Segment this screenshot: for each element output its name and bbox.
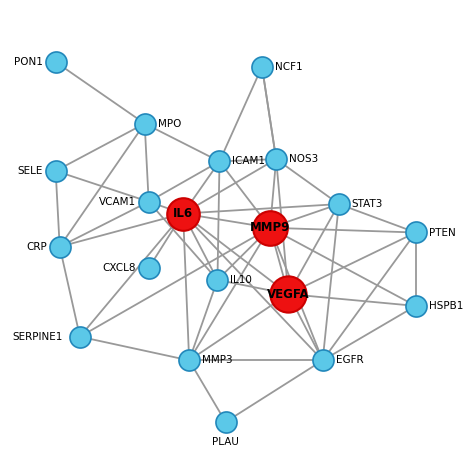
Point [76,333,84,340]
Point [214,276,221,284]
Text: HSPB1: HSPB1 [428,301,463,311]
Text: SERPINE1: SERPINE1 [12,332,63,342]
Point [145,264,153,272]
Text: CXCL8: CXCL8 [102,263,136,273]
Point [185,357,193,364]
Text: NCF1: NCF1 [275,62,302,72]
Text: NOS3: NOS3 [289,154,319,164]
Point [412,302,419,310]
Point [141,120,148,127]
Point [319,357,327,364]
Text: IL6: IL6 [173,207,193,220]
Text: PLAU: PLAU [212,437,239,447]
Point [335,200,343,208]
Text: VEGFA: VEGFA [267,287,310,300]
Point [273,155,280,163]
Point [56,243,64,251]
Text: MMP3: MMP3 [202,355,233,365]
Text: PTEN: PTEN [428,227,456,238]
Point [284,290,292,298]
Text: EGFR: EGFR [336,355,363,365]
Text: STAT3: STAT3 [352,199,383,209]
Text: CRP: CRP [26,242,47,252]
Point [52,167,59,175]
Text: MPO: MPO [157,119,181,128]
Text: VCAM1: VCAM1 [99,197,136,207]
Point [179,210,187,217]
Text: ICAM1: ICAM1 [232,156,265,166]
Point [216,158,223,165]
Text: SELE: SELE [18,166,43,176]
Text: MMP9: MMP9 [250,221,290,234]
Point [52,58,59,66]
Point [222,418,229,425]
Point [266,224,274,232]
Point [145,198,153,206]
Text: PON1: PON1 [14,57,43,67]
Text: IL10: IL10 [230,275,252,285]
Point [258,63,266,70]
Point [412,229,419,236]
